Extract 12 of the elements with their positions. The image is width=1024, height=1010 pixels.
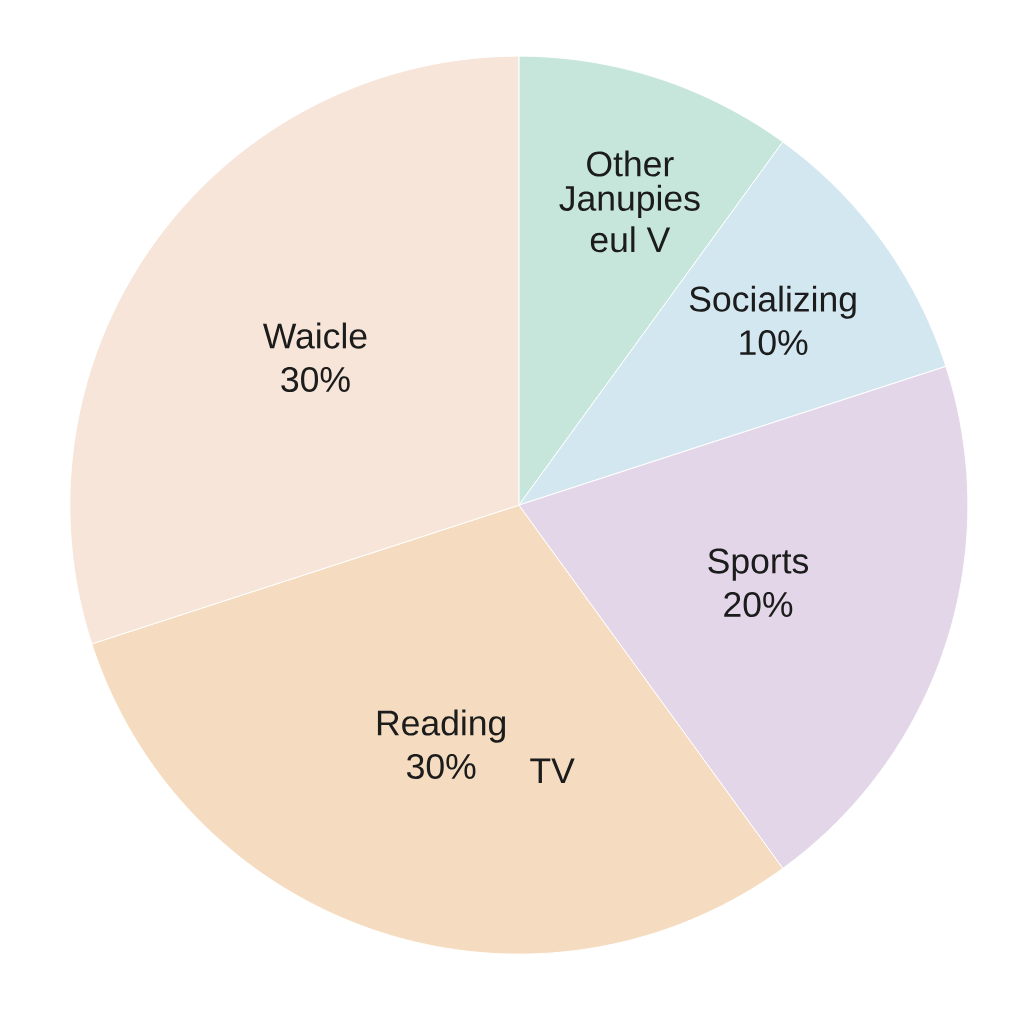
slice-label: Sports (708, 548, 809, 581)
data-label: 20% (724, 591, 793, 617)
text: Janupies (559, 184, 700, 218)
data-label: 30% (406, 753, 476, 779)
slice-label: Socializing (689, 285, 856, 319)
text: TV (530, 758, 575, 783)
data-label: 10% (740, 329, 808, 356)
text: eul V (590, 226, 671, 253)
slice-label: Reading (377, 709, 505, 743)
slice-label: Other (587, 150, 674, 177)
slice-label: Waicle (262, 322, 367, 349)
data-label: 30% (281, 366, 350, 392)
